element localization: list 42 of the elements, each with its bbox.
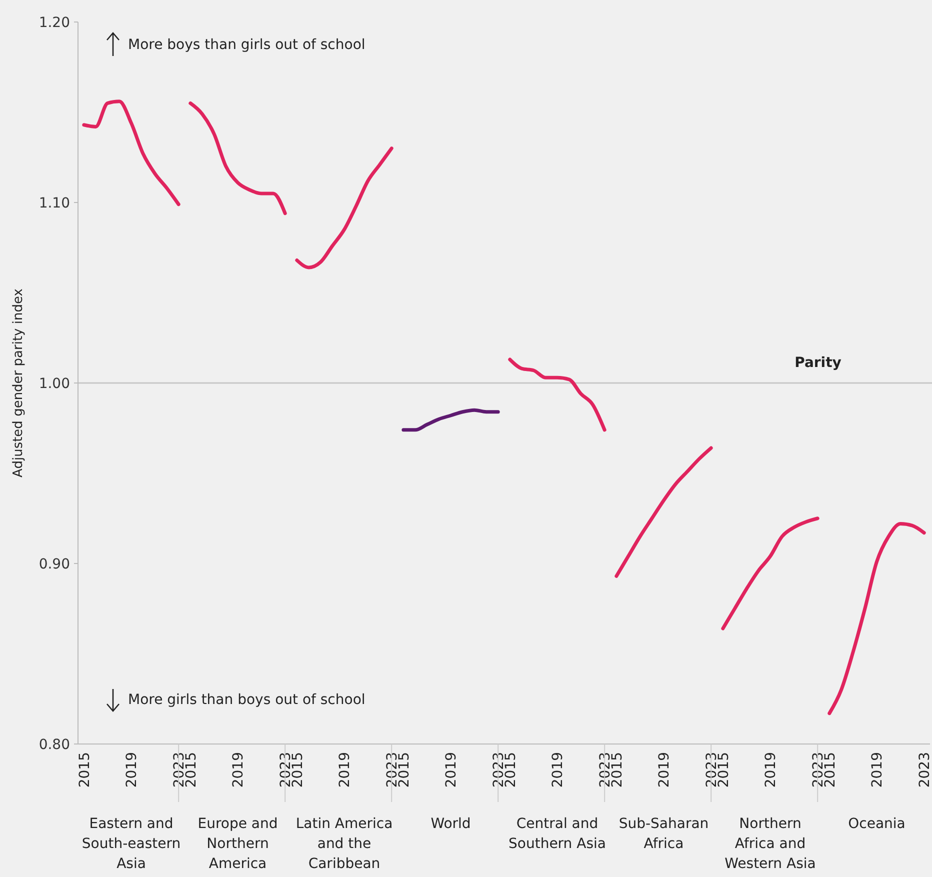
x-tick-label: 2015 <box>290 752 306 788</box>
x-tick-label: 2015 <box>822 752 838 788</box>
y-tick-label: 1.10 <box>38 195 70 212</box>
y-tick-label: 0.90 <box>38 556 70 572</box>
x-tick-label: 2019 <box>230 752 247 788</box>
y-axis-title: Adjusted gender parity index <box>11 288 26 478</box>
ref-line-label: Parity <box>794 355 842 371</box>
x-tick-label: 2015 <box>183 752 200 788</box>
text: Europe and Northern America <box>198 816 278 872</box>
x-tick-label: 2015 <box>502 752 519 788</box>
y-tick-label: 0.80 <box>38 736 70 753</box>
x-tick-label: 2015 <box>76 752 93 788</box>
text: Latin America and the Caribbean <box>296 816 393 872</box>
text: Sub-Saharan Africa <box>618 816 709 852</box>
x-tick-label: 2019 <box>337 752 354 788</box>
line-series <box>188 101 287 216</box>
x-tick-label: 2019 <box>124 752 140 788</box>
x-tick-label: 2015 <box>609 752 626 788</box>
x-tick-label: 2023 <box>916 752 932 788</box>
line-series <box>82 100 180 206</box>
text: Oceania <box>848 816 906 832</box>
line-series <box>295 146 394 270</box>
text: Eastern and South-eastern Asia <box>82 816 181 872</box>
x-tick-label: 2019 <box>444 752 460 788</box>
text: World <box>430 816 471 832</box>
x-tick-label: 2019 <box>763 752 780 788</box>
line-series <box>508 358 606 432</box>
y-tick-label: 1.00 <box>38 376 70 392</box>
line-series <box>402 408 500 432</box>
x-tick-label: 2019 <box>550 752 566 788</box>
text: Central and Southern Asia <box>508 816 606 852</box>
x-tick-label: 2015 <box>716 752 732 788</box>
annotation: More girls than boys out of school <box>128 692 366 708</box>
line-series <box>614 446 713 578</box>
x-tick-label: 2015 <box>396 752 412 788</box>
line-series <box>721 516 820 630</box>
x-tick-label: 2019 <box>870 752 886 788</box>
text: Northern Africa and Western Asia <box>724 816 816 872</box>
annotation: More boys than girls out of school <box>128 36 366 53</box>
y-tick-label: 1.20 <box>38 14 70 31</box>
line-series <box>828 522 926 716</box>
x-tick-label: 2019 <box>656 752 673 788</box>
